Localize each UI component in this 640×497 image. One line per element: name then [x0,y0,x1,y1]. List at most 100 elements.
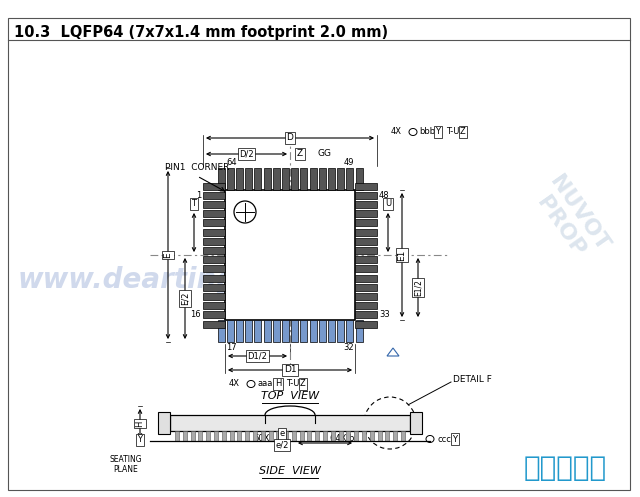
Bar [355,293,377,300]
Text: Z: Z [300,380,306,389]
Text: e/2: e/2 [275,440,289,449]
Text: bbb: bbb [419,128,435,137]
Bar [355,320,362,342]
Text: GG: GG [318,150,332,159]
Text: 60X: 60X [253,434,270,443]
Text: 1: 1 [196,191,201,200]
Bar [158,412,170,434]
Bar [269,431,273,441]
Text: Y: Y [452,434,458,443]
Text: DETAIL F: DETAIL F [453,375,492,384]
Bar [355,229,377,236]
Bar [260,431,265,441]
Text: T-U: T-U [286,380,300,389]
Bar [355,238,377,245]
Text: H: H [136,420,145,427]
Bar [291,320,298,342]
Bar [310,168,317,190]
Text: TOP  VIEW: TOP VIEW [261,391,319,401]
Bar [254,320,261,342]
Bar [337,320,344,342]
Bar [203,229,225,236]
Bar [245,320,252,342]
Bar [273,168,280,190]
Bar [393,431,397,441]
Bar [355,321,377,328]
Text: 48: 48 [379,191,390,200]
Bar [203,256,225,263]
Bar [355,182,377,189]
Bar [203,293,225,300]
Bar [203,219,225,226]
Bar [237,431,241,441]
Bar [355,201,377,208]
Bar [227,168,234,190]
Bar [319,320,326,342]
Bar [236,320,243,342]
Text: 33: 33 [379,310,390,319]
Bar [227,320,234,342]
Bar [203,302,225,309]
Bar [319,168,326,190]
Text: 64: 64 [226,158,237,167]
Bar [170,415,410,431]
Bar [236,168,243,190]
Bar [264,320,271,342]
Text: Y: Y [138,435,143,444]
Bar [276,431,280,441]
Bar [183,431,187,441]
Bar [203,182,225,189]
Bar [355,431,358,441]
Bar [218,168,225,190]
Bar [203,265,225,272]
Bar [198,431,202,441]
Bar [203,321,225,328]
Bar [218,320,225,342]
Bar [346,431,351,441]
Bar [273,320,280,342]
Bar [378,431,381,441]
Bar [355,192,377,199]
Bar [370,431,374,441]
Bar [203,210,225,217]
Text: NUVOT
PROP: NUVOT PROP [527,172,613,268]
Bar [225,190,355,320]
Bar [401,431,405,441]
Bar [331,431,335,441]
Text: U: U [385,199,391,209]
Bar [245,431,249,441]
Bar [385,431,389,441]
Text: T: T [191,199,196,209]
Text: 64X b: 64X b [330,434,355,443]
Text: 10.3  LQFP64 (7x7x1.4 mm footprint 2.0 mm): 10.3 LQFP64 (7x7x1.4 mm footprint 2.0 mm… [14,24,388,39]
Bar [355,219,377,226]
Bar [291,168,298,190]
Bar [284,431,288,441]
Bar [300,320,307,342]
Bar [355,247,377,254]
Bar [307,431,312,441]
Bar [203,247,225,254]
Bar [264,168,271,190]
Bar [300,168,307,190]
Bar [410,412,422,434]
Text: Z: Z [460,128,466,137]
Text: T-U: T-U [446,128,460,137]
Bar [175,431,179,441]
Bar [355,265,377,272]
Text: D/2: D/2 [239,150,254,159]
Bar [355,274,377,281]
Text: aaa: aaa [257,380,273,389]
Bar [346,320,353,342]
Bar [355,168,362,190]
Text: D1/2: D1/2 [248,351,268,360]
Text: ccc: ccc [437,434,451,443]
Bar [254,168,261,190]
Text: 4X: 4X [229,380,240,389]
Bar [245,168,252,190]
Bar [230,431,234,441]
Bar [206,431,210,441]
Text: SIDE  VIEW: SIDE VIEW [259,466,321,476]
Bar [355,284,377,291]
Bar [323,431,327,441]
